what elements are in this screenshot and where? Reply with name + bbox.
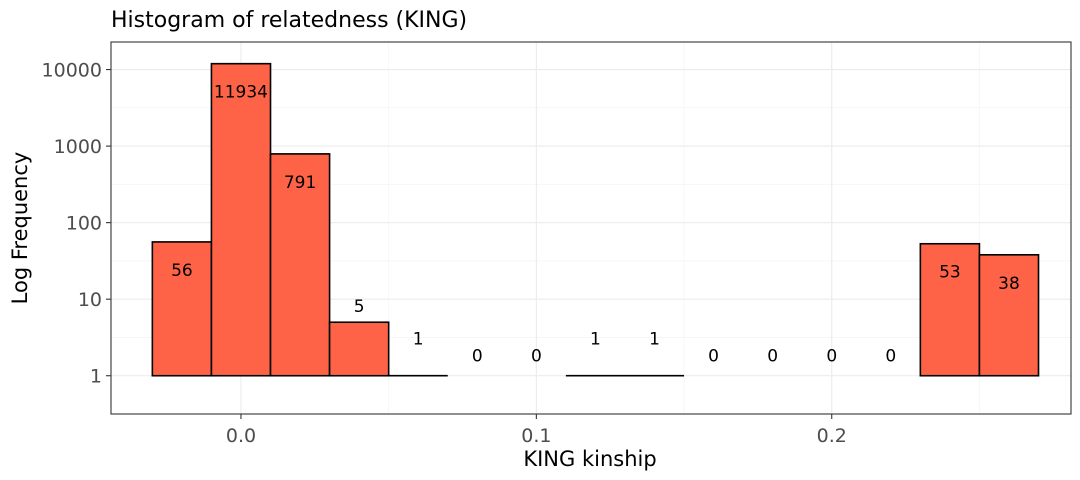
bar-count-label: 0: [531, 347, 542, 367]
x-axis: 0.0 0.1 0.2: [226, 414, 847, 447]
bar-labels: 56 11934 791 5 1 0 0 1 1 0 0 0 0 53 38: [171, 83, 1020, 367]
chart-title: Histogram of relatedness (KING): [111, 8, 467, 33]
bar-count-label: 1: [649, 330, 660, 350]
histogram-bar: [210, 62, 272, 377]
y-tick-label: 1000: [54, 136, 102, 158]
bar-count-label: 5: [354, 297, 365, 317]
histogram-bar: [328, 321, 390, 377]
bar-count-label: 0: [708, 347, 719, 367]
y-tick-label: 10000: [42, 60, 102, 82]
bar-count-label: 1: [590, 330, 601, 350]
y-tick-label: 10: [78, 289, 102, 311]
histogram-bar: [151, 241, 213, 377]
y-axis: 1 10 100 1000 10000: [42, 60, 111, 388]
bar-count-label: 791: [284, 173, 316, 193]
bar-count-label: 56: [171, 261, 193, 281]
bars: [151, 62, 1040, 377]
histogram-bar: [978, 254, 1040, 377]
bar-count-label: 1: [413, 330, 424, 350]
bar-count-label: 38: [998, 274, 1020, 294]
plot-panel-border: [110, 41, 1072, 415]
bar-count-label: 11934: [214, 83, 268, 103]
bar-count-label: 0: [826, 347, 837, 367]
bar-count-label: 0: [885, 347, 896, 367]
y-tick-label: 100: [66, 213, 102, 235]
x-axis-title: KING kinship: [523, 447, 656, 471]
x-tick-label: 0.1: [521, 425, 551, 447]
y-tick-label: 1: [90, 366, 102, 388]
x-tick-label: 0.0: [226, 425, 256, 447]
x-tick-label: 0.2: [817, 425, 847, 447]
bar-count-label: 0: [472, 347, 483, 367]
histogram-bar: [919, 242, 981, 377]
y-axis-title: Log Frequency: [8, 152, 32, 305]
bar-count-label: 0: [767, 347, 778, 367]
histogram-bar: [269, 153, 331, 377]
bar-count-label: 53: [939, 263, 961, 283]
